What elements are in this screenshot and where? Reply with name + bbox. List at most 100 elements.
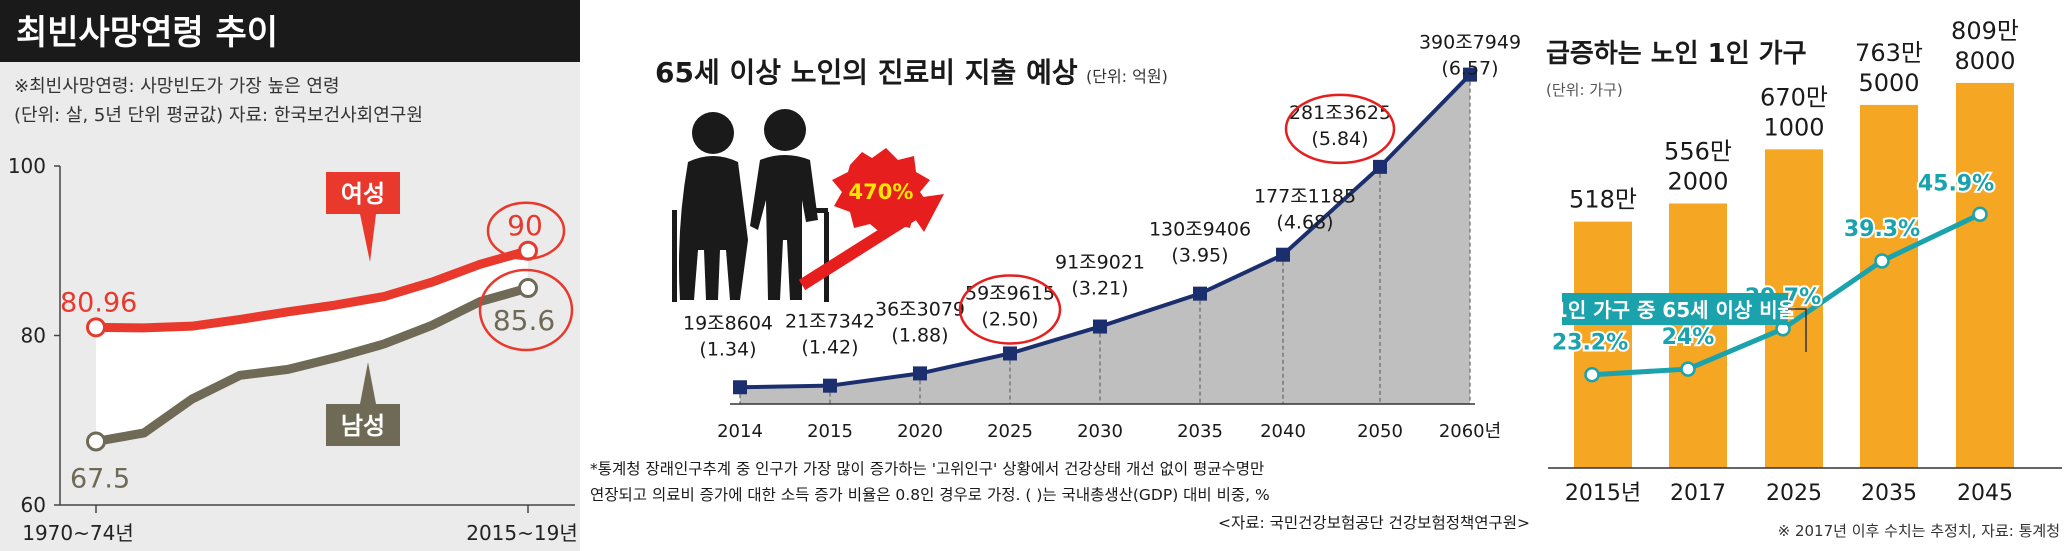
single-household-chart-panel: 급증하는 노인 1인 가구 (단위: 가구) 518만 2015년 556만 2000… bbox=[1540, 0, 2067, 551]
x-tick-label: 2050 bbox=[1357, 421, 1403, 442]
legend-female-pointer bbox=[360, 214, 376, 262]
x-tick-label: 2040 bbox=[1260, 421, 1306, 442]
legend-leader-line bbox=[1788, 308, 1807, 352]
x-tick-label: 2014 bbox=[717, 421, 763, 442]
legend-male-box bbox=[326, 404, 400, 446]
gdp-ratio-label: (4.68) bbox=[1276, 212, 1333, 234]
data-point bbox=[733, 380, 747, 395]
ratio-point bbox=[1680, 361, 1696, 377]
female-start-label: 80.96 bbox=[60, 287, 137, 318]
value-label: 130조9406 bbox=[1149, 219, 1251, 241]
value-label: 19조8604 bbox=[683, 312, 773, 334]
data-point bbox=[823, 378, 837, 393]
mode-age-chart-panel: 최빈사망연령 추이 ※최빈사망연령: 사망빈도가 가장 높은 연령 (단위: 살… bbox=[0, 0, 580, 551]
bar-value-label: 763만 bbox=[1855, 39, 1923, 67]
ratio-label: 39.3% bbox=[1844, 217, 1920, 242]
line-legend-label: 1인 가구 중 65세 이상 비율 bbox=[1554, 298, 1796, 322]
data-point bbox=[1193, 286, 1207, 301]
x-tick-label: 2015 bbox=[807, 421, 853, 442]
male-start-label: 67.5 bbox=[70, 463, 130, 494]
x-tick-label: 2020 bbox=[897, 421, 943, 442]
value-label: 36조3079 bbox=[875, 298, 965, 320]
x-tick-label: 1970~74년 bbox=[22, 521, 134, 545]
gdp-ratio-label: (2.50) bbox=[981, 308, 1038, 330]
chart-title: 65세 이상 노인의 진료비 지출 예상 bbox=[655, 56, 1078, 89]
bar-value-label: 5000 bbox=[1858, 69, 1919, 97]
title-bar bbox=[0, 0, 580, 62]
footnote-line-1: *통계청 장래인구추계 중 인구가 가장 많이 증가하는 '고위인구' 상황에서… bbox=[590, 460, 1264, 478]
ratio-label: 23.2% bbox=[1552, 331, 1628, 356]
value-label: 281조3625 bbox=[1289, 102, 1391, 124]
line-legend-box bbox=[1562, 293, 1788, 325]
chart-unit-source: (단위: 살, 5년 단위 평균값) 자료: 한국보건사회연구원 bbox=[14, 105, 423, 126]
bar-value-label: 2000 bbox=[1667, 167, 1728, 195]
elderly-couple-icon bbox=[672, 109, 829, 302]
value-label: 21조7342 bbox=[785, 311, 875, 333]
bar-value-label: 1000 bbox=[1763, 113, 1824, 141]
footnote-line-2: 연장되고 의료비 증가에 대한 소득 증가 비율은 0.8인 경우로 가정. (… bbox=[590, 486, 1270, 504]
x-tick-label: 2015~19년 bbox=[466, 521, 578, 545]
value-label: 390조7949 bbox=[1419, 32, 1521, 54]
footnote-source: <자료: 국민건강보험공단 건강보험정책연구원> bbox=[1218, 514, 1530, 532]
x-tick-label: 2035 bbox=[1861, 481, 1917, 506]
series-line-female bbox=[95, 246, 530, 333]
series-point bbox=[518, 240, 538, 261]
bar-value-label: 556만 bbox=[1664, 137, 1732, 165]
data-point bbox=[1373, 159, 1387, 174]
x-tick-label: 2060년 bbox=[1439, 421, 1501, 442]
gdp-ratio-label: (3.95) bbox=[1171, 245, 1228, 267]
gdp-ratio-label: (5.84) bbox=[1311, 128, 1368, 150]
legend-male-pointer bbox=[360, 362, 376, 404]
medical-cost-chart-panel: 65세 이상 노인의 진료비 지출 예상 (단위: 억원) 470% 2014 2… bbox=[580, 0, 1540, 551]
single-household-chart: 급증하는 노인 1인 가구 (단위: 가구) 518만 2015년 556만2000… bbox=[1546, 17, 2062, 540]
gdp-ratio-label: (6.57) bbox=[1441, 58, 1498, 80]
gdp-ratio-label: (3.21) bbox=[1071, 278, 1128, 300]
bar-value-label: 809만 bbox=[1951, 17, 2019, 45]
bar bbox=[1956, 82, 2014, 468]
chart-unit: (단위: 억원) bbox=[1086, 67, 1168, 86]
value-label: 91조9021 bbox=[1055, 252, 1145, 274]
bar-value-label: 8000 bbox=[1954, 47, 2015, 75]
x-tick-label: 2025 bbox=[987, 421, 1033, 442]
y-tick-label: 100 bbox=[8, 154, 46, 178]
legend-male-label: 남성 bbox=[341, 412, 385, 440]
gdp-ratio-label: (1.34) bbox=[699, 338, 756, 360]
male-end-label: 85.6 bbox=[493, 304, 555, 337]
highlight-circle bbox=[1284, 93, 1396, 165]
gdp-ratio-label: (1.88) bbox=[891, 324, 948, 346]
bar bbox=[1574, 221, 1632, 468]
chart-footnote: ※ 2017년 이후 수치는 추정치, 자료: 통계청 bbox=[1778, 522, 2060, 540]
data-point bbox=[1463, 67, 1477, 82]
chart-unit: (단위: 가구) bbox=[1546, 81, 1623, 99]
bar-value-label: 518만 bbox=[1569, 186, 1637, 214]
chart-title: 최빈사망연령 추이 bbox=[16, 13, 278, 53]
ratio-point bbox=[1584, 366, 1600, 383]
data-point bbox=[913, 366, 927, 381]
data-point bbox=[1276, 247, 1290, 262]
gdp-ratio-label: (1.42) bbox=[801, 337, 858, 359]
chart-title: 급증하는 노인 1인 가구 bbox=[1546, 39, 1807, 69]
series-point bbox=[86, 431, 106, 452]
chart-note: ※최빈사망연령: 사망빈도가 가장 높은 연령 bbox=[14, 76, 340, 97]
data-point bbox=[1003, 346, 1017, 361]
highlight-circle bbox=[486, 201, 566, 260]
growth-arrow-head bbox=[902, 194, 944, 232]
series-point bbox=[86, 317, 106, 338]
mode-age-chart: 최빈사망연령 추이 ※최빈사망연령: 사망빈도가 가장 높은 연령 (단위: 살… bbox=[0, 0, 580, 545]
medical-cost-chart: 65세 이상 노인의 진료비 지출 예상 (단위: 억원) 470% 2014 2… bbox=[590, 32, 1530, 532]
x-tick-label: 2030 bbox=[1077, 421, 1123, 442]
legend-female-label: 여성 bbox=[341, 180, 385, 208]
x-tick-label: 2025 bbox=[1766, 481, 1822, 506]
cost-area bbox=[740, 74, 1470, 405]
legend-female-box bbox=[326, 172, 400, 214]
female-end-label: 90 bbox=[507, 209, 543, 242]
ratio-label: 24% bbox=[1662, 325, 1715, 350]
highlight-circle bbox=[478, 268, 574, 352]
value-label: 177조1185 bbox=[1254, 186, 1356, 208]
x-tick-label: 2035 bbox=[1177, 421, 1223, 442]
y-tick-label: 80 bbox=[21, 324, 46, 348]
ratio-label: 45.9% bbox=[1918, 171, 1994, 196]
series-point bbox=[518, 278, 538, 299]
ratio-point bbox=[1972, 206, 1988, 223]
bar-value-label: 670만 bbox=[1760, 83, 1828, 111]
